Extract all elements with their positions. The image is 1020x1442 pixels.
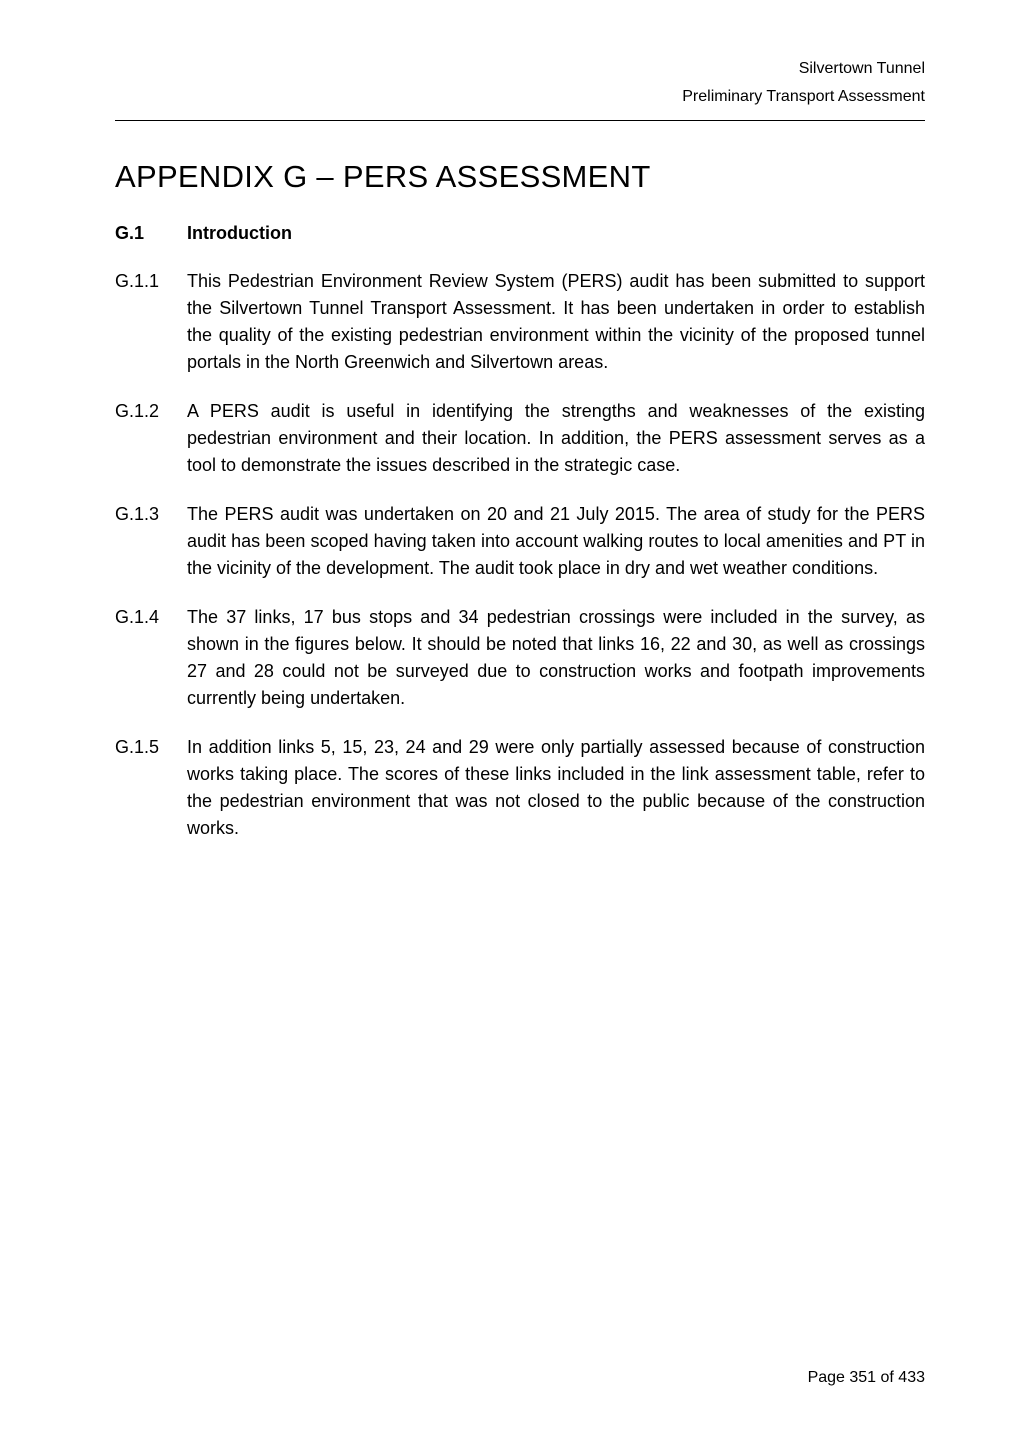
page-footer: Page 351 of 433 [808,1369,925,1387]
paragraph-text: The PERS audit was undertaken on 20 and … [187,501,925,582]
appendix-title: APPENDIX G – PERS ASSESSMENT [115,159,925,195]
paragraph-text: A PERS audit is useful in identifying th… [187,398,925,479]
paragraph: G.1.4 The 37 links, 17 bus stops and 34 … [115,604,925,712]
header-document-title: Preliminary Transport Assessment [115,88,925,106]
paragraph: G.1.3 The PERS audit was undertaken on 2… [115,501,925,582]
paragraph-number: G.1.1 [115,268,187,376]
paragraph-number: G.1.3 [115,501,187,582]
paragraph-number: G.1.4 [115,604,187,712]
section-heading: G.1 Introduction [115,223,925,244]
header-divider [115,120,925,121]
paragraph-number: G.1.2 [115,398,187,479]
section-number: G.1 [115,223,187,244]
paragraph-number: G.1.5 [115,734,187,842]
page-header: Silvertown Tunnel Preliminary Transport … [115,60,925,106]
paragraph-text: This Pedestrian Environment Review Syste… [187,268,925,376]
paragraph: G.1.2 A PERS audit is useful in identify… [115,398,925,479]
paragraph: G.1.5 In addition links 5, 15, 23, 24 an… [115,734,925,842]
paragraph-text: The 37 links, 17 bus stops and 34 pedest… [187,604,925,712]
section-title: Introduction [187,223,292,244]
paragraph: G.1.1 This Pedestrian Environment Review… [115,268,925,376]
paragraph-text: In addition links 5, 15, 23, 24 and 29 w… [187,734,925,842]
header-project-name: Silvertown Tunnel [115,60,925,78]
